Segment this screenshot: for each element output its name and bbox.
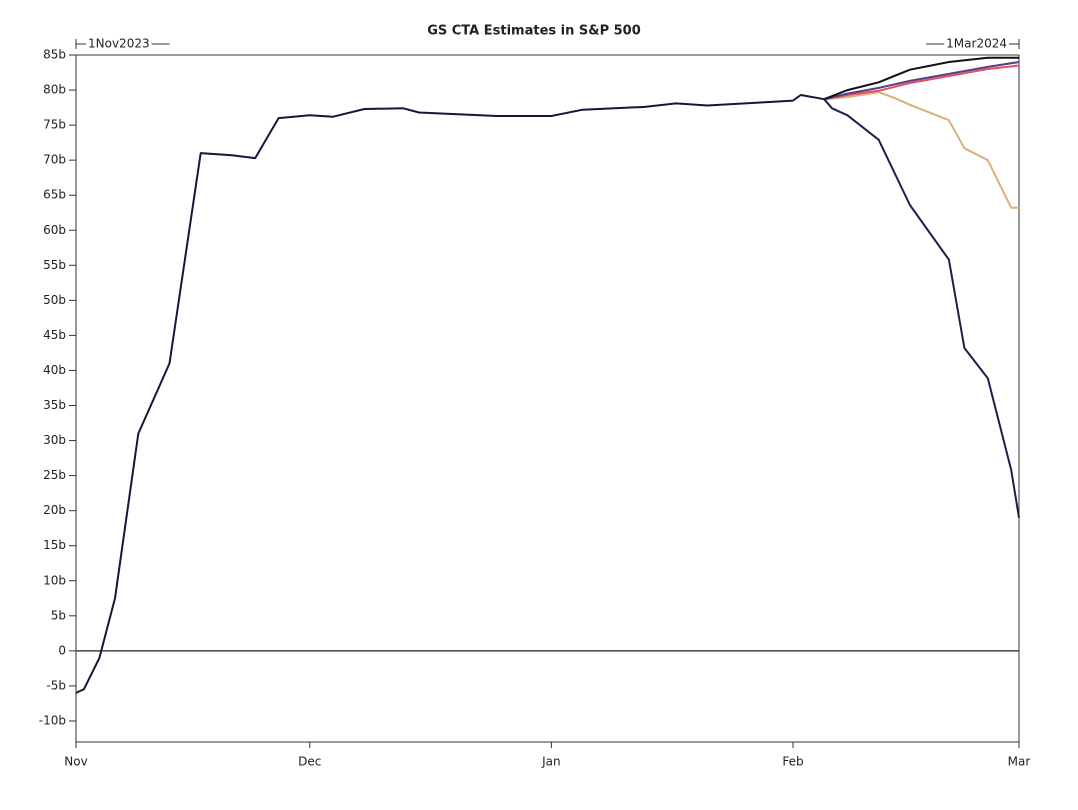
series-line bbox=[824, 64, 1020, 101]
series-line bbox=[75, 94, 825, 694]
y-tick-label: 40b bbox=[43, 363, 66, 377]
y-tick-label: 65b bbox=[43, 188, 66, 202]
series-line bbox=[823, 56, 1019, 101]
y-tick-label: 60b bbox=[43, 223, 66, 237]
y-tick-label: 25b bbox=[43, 468, 66, 482]
series-line bbox=[823, 98, 1020, 518]
range-start-label: 1Nov2023 bbox=[88, 37, 150, 51]
chart-title: GS CTA Estimates in S&P 500 bbox=[427, 24, 641, 39]
x-tick-label: Dec bbox=[298, 755, 321, 769]
series-line bbox=[823, 61, 1020, 101]
y-tick-label: 45b bbox=[43, 328, 66, 342]
y-tick-label: 15b bbox=[43, 538, 66, 552]
y-tick-label: -5b bbox=[46, 678, 66, 692]
x-tick-label: Feb bbox=[782, 755, 803, 769]
y-tick-label: 0 bbox=[58, 643, 66, 657]
y-tick-label: -10b bbox=[39, 713, 66, 727]
y-tick-label: 75b bbox=[43, 118, 66, 132]
y-tick-label: 35b bbox=[43, 398, 66, 412]
x-tick-label: Mar bbox=[1008, 755, 1031, 769]
plot-frame bbox=[75, 54, 1020, 743]
y-tick-label: 55b bbox=[43, 258, 66, 272]
y-tick-label: 85b bbox=[43, 48, 66, 62]
y-tick-label: 5b bbox=[51, 608, 66, 622]
y-tick-label: 80b bbox=[43, 83, 66, 97]
y-tick-label: 30b bbox=[43, 433, 66, 447]
y-tick-label: 50b bbox=[43, 293, 66, 307]
y-tick-label: 10b bbox=[43, 573, 66, 587]
y-tick-label: 70b bbox=[43, 153, 66, 167]
series-line bbox=[824, 91, 1019, 209]
range-end-label: 1Mar2024 bbox=[946, 37, 1007, 51]
x-tick-label: Nov bbox=[64, 755, 87, 769]
y-tick-label: 20b bbox=[43, 503, 66, 517]
x-tick-label: Jan bbox=[541, 755, 561, 769]
